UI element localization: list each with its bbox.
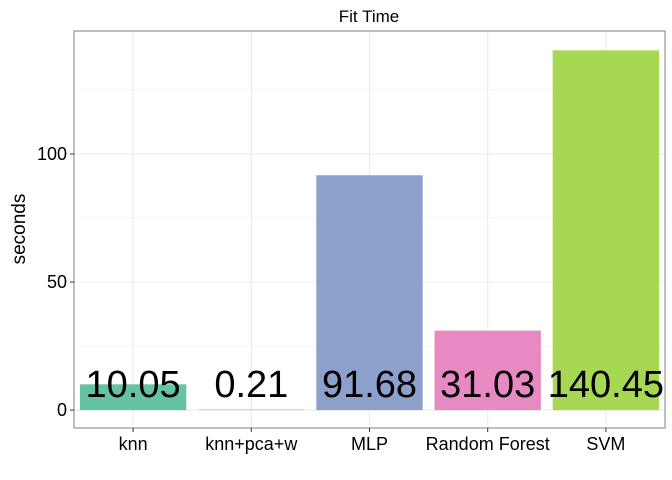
data-labels: 10.05 0.21 91.68 31.03 140.45 xyxy=(86,364,664,406)
x-tick-label: knn+pca+w xyxy=(205,434,298,454)
y-axis-title: seconds xyxy=(9,194,30,265)
bars xyxy=(79,50,660,411)
x-tick-label: knn xyxy=(119,434,148,454)
data-label: 10.05 xyxy=(86,364,181,406)
data-label: 0.21 xyxy=(214,364,288,406)
y-tick-label: 0 xyxy=(57,400,67,420)
data-label: 140.45 xyxy=(548,364,664,406)
bar-knn xyxy=(79,384,187,411)
x-axis-ticks: knn knn+pca+w MLP Random Forest SVM xyxy=(119,428,625,454)
y-tick-label: 100 xyxy=(37,144,67,164)
bar-svm xyxy=(552,50,660,411)
bar-mlp xyxy=(316,175,423,411)
bar-random-forest xyxy=(434,330,541,411)
data-label: 31.03 xyxy=(440,364,535,406)
data-label: 91.68 xyxy=(322,364,417,406)
x-tick-label: SVM xyxy=(586,434,625,454)
bar-knn-pca-w xyxy=(198,409,305,411)
y-axis-ticks: 0 50 100 xyxy=(37,144,74,420)
x-tick-label: Random Forest xyxy=(426,434,550,454)
y-tick-label: 50 xyxy=(47,272,67,292)
chart-title: Fit Time xyxy=(339,7,399,26)
x-tick-label: MLP xyxy=(351,434,388,454)
